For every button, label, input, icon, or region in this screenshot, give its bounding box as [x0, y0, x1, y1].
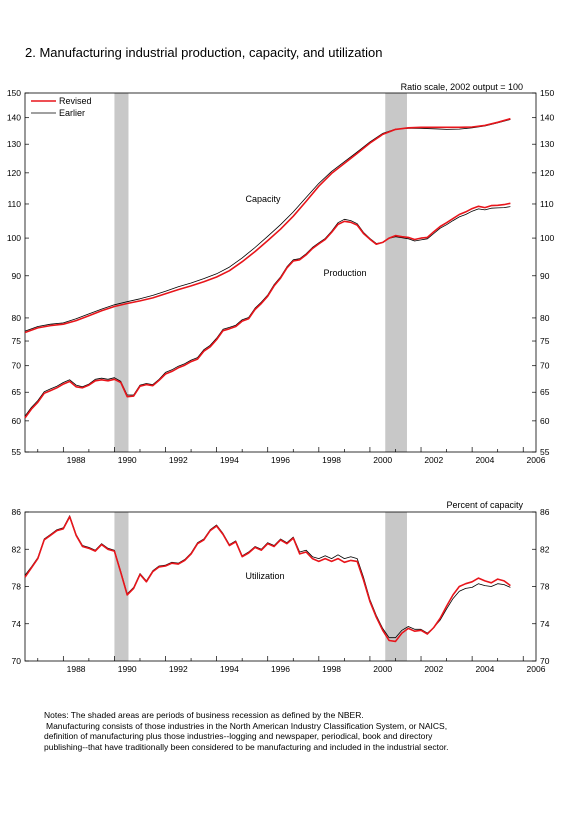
y-tick-label-right: 110	[540, 199, 554, 209]
y-tick-label-left: 140	[7, 113, 21, 123]
recession-band	[114, 93, 129, 452]
scale-caption: Percent of capacity	[446, 500, 523, 510]
x-tick-label: 2002	[424, 664, 443, 674]
x-tick-label: 2000	[373, 455, 392, 465]
x-tick-label: 1998	[322, 664, 341, 674]
y-tick-label-right: 90	[540, 271, 550, 281]
legend-label: Revised	[59, 96, 92, 106]
series-annotation: Production	[323, 268, 366, 278]
capacity-revised-line	[24, 117, 511, 334]
y-tick-label-right: 140	[540, 113, 554, 123]
x-tick-label: 2006	[527, 664, 546, 674]
x-tick-label: 1998	[322, 455, 341, 465]
y-tick-label-right: 60	[540, 416, 550, 426]
y-tick-label-right: 65	[540, 387, 550, 397]
series-annotation: Utilization	[245, 571, 284, 581]
x-tick-label: 2002	[424, 455, 443, 465]
x-tick-label: 1996	[271, 664, 290, 674]
note-line: Manufacturing consists of those industri…	[46, 720, 448, 731]
y-tick-label-left: 80	[12, 313, 22, 323]
y-tick-label-left: 130	[7, 139, 21, 149]
y-tick-label-left: 60	[12, 416, 22, 426]
chart-title: 2. Manufacturing industrial production, …	[25, 45, 383, 60]
y-tick-label-right: 82	[540, 544, 550, 554]
production-revised-line	[24, 202, 511, 419]
plot-frame	[24, 92, 537, 453]
note-line: definition of manufacturing plus those i…	[44, 731, 433, 741]
production-earlier-line	[24, 206, 511, 417]
y-tick-label-left: 75	[12, 336, 22, 346]
y-tick-label-right: 150	[540, 88, 554, 98]
y-tick-label-left: 150	[7, 88, 21, 98]
series-annotation: Capacity	[245, 194, 281, 204]
x-tick-label: 2000	[373, 664, 392, 674]
recession-band	[385, 93, 407, 452]
y-tick-label-left: 90	[12, 271, 22, 281]
x-tick-label: 1988	[67, 455, 86, 465]
y-tick-label-left: 65	[12, 387, 22, 397]
y-tick-label-right: 100	[540, 233, 554, 243]
y-tick-label-right: 86	[540, 507, 550, 517]
y-tick-label-left: 110	[7, 199, 21, 209]
x-tick-label: 1994	[220, 664, 239, 674]
x-tick-label: 1990	[118, 664, 137, 674]
y-tick-label-left: 120	[7, 168, 21, 178]
legend-label: Earlier	[59, 108, 85, 118]
capacity-earlier-line	[24, 119, 511, 332]
y-tick-label-right: 80	[540, 313, 550, 323]
y-tick-label-left: 78	[12, 582, 22, 592]
y-tick-label-left: 74	[12, 619, 22, 629]
scale-caption: Ratio scale, 2002 output = 100	[401, 82, 523, 92]
recession-band	[114, 512, 129, 661]
y-tick-label-right: 130	[540, 139, 554, 149]
note-line: publishing--that have traditionally been…	[44, 741, 449, 752]
x-tick-label: 1992	[169, 455, 188, 465]
y-tick-label-left: 70	[12, 656, 22, 666]
x-tick-label: 2004	[475, 664, 494, 674]
x-tick-label: 1990	[118, 455, 137, 465]
y-tick-label-left: 82	[12, 544, 22, 554]
y-tick-label-right: 70	[540, 361, 550, 371]
note-line: Notes: The shaded areas are periods of b…	[44, 710, 364, 720]
y-tick-label-left: 70	[12, 361, 22, 371]
bottom-panel: 70 70 74 74 78 78 82 82 86 86 1988 1990 1992 1994 1996…	[12, 500, 550, 674]
x-tick-label: 2004	[475, 455, 494, 465]
x-tick-label: 2006	[527, 455, 546, 465]
x-tick-label: 1994	[220, 455, 239, 465]
x-tick-label: 1988	[67, 664, 86, 674]
y-tick-label-right: 74	[540, 619, 550, 629]
y-tick-label-right: 75	[540, 336, 550, 346]
y-tick-label-right: 120	[540, 168, 554, 178]
y-tick-label-right: 70	[540, 656, 550, 666]
y-tick-label-left: 100	[7, 233, 21, 243]
notes: Notes: The shaded areas are periods of b…	[44, 710, 544, 752]
x-tick-label: 1992	[169, 664, 188, 674]
y-tick-label-left: 55	[12, 447, 22, 457]
recession-band	[385, 512, 407, 661]
y-tick-label-left: 86	[12, 507, 22, 517]
y-tick-label-right: 55	[540, 447, 550, 457]
x-tick-label: 1996	[271, 455, 290, 465]
utilization-revised-line	[24, 515, 511, 643]
top-panel: 55 55 60 60 65 65 70 70 75 75 80 80 90 90 100 100 110 110…	[7, 82, 555, 465]
y-tick-label-right: 78	[540, 582, 550, 592]
